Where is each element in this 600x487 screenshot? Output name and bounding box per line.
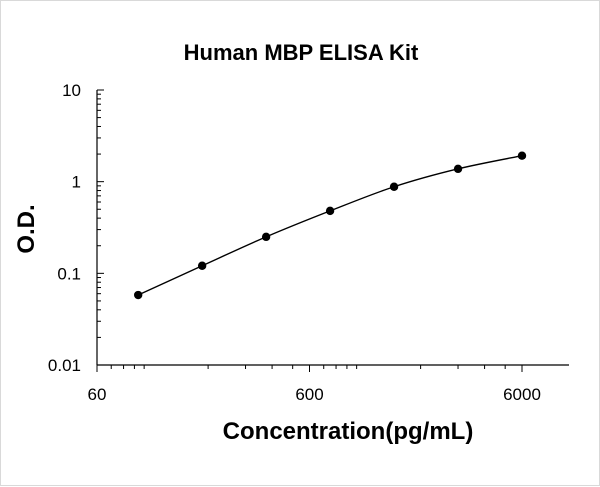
chart-title: Human MBP ELISA Kit [184,40,419,65]
data-point [133,290,143,300]
tick-marks [96,89,523,372]
data-point [325,206,335,216]
y-tick-label: 0.1 [57,264,81,283]
x-tick-label: 60 [88,385,107,404]
x-tick-label: 6000 [503,385,541,404]
data-point [261,232,271,242]
series-line [137,155,523,296]
x-axis-label: Concentration(pg/mL) [223,418,474,445]
y-tick-label: 0.01 [48,356,81,375]
data-point [517,151,527,160]
data-series [133,151,527,300]
y-tick-label: 1 [72,173,81,192]
data-point [453,164,463,174]
x-tick-label: 600 [295,385,323,404]
data-point [197,261,207,270]
y-tick-label: 10 [62,81,81,100]
y-axis-label: O.D. [13,204,40,253]
axes [96,90,569,366]
data-point [389,182,399,191]
tick-labels: 0.01 0.1 1 10 60 600 6000 [48,81,541,404]
